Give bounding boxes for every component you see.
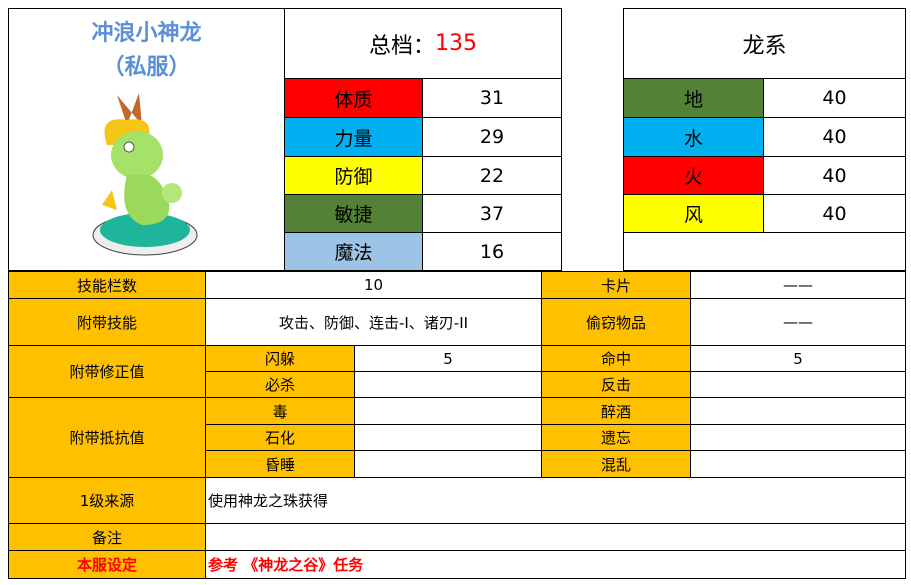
stat-label-2: 防御 bbox=[284, 156, 423, 195]
stat-label-4: 魔法 bbox=[284, 232, 423, 271]
steal-label: 偷窃物品 bbox=[541, 298, 691, 346]
dragon-image bbox=[92, 93, 197, 256]
modifier-label: 命中 bbox=[541, 345, 691, 372]
resist-item-value bbox=[354, 397, 542, 425]
resist-label: 附带抵抗值 bbox=[8, 397, 206, 478]
pet-portrait-cell: 冲浪小神龙 （私服） bbox=[8, 8, 285, 271]
skill-slots-label: 技能栏数 bbox=[8, 271, 206, 299]
source-label: 1级来源 bbox=[8, 477, 206, 524]
resist-item-label: 昏睡 bbox=[205, 450, 355, 478]
stat-value-0: 31 bbox=[422, 78, 562, 118]
server-setting-label: 本服设定 bbox=[8, 550, 206, 579]
note-value bbox=[205, 523, 906, 551]
resist-item-label: 毒 bbox=[205, 397, 355, 425]
modifier-label: 闪躲 bbox=[205, 345, 355, 372]
element-label-0: 地 bbox=[623, 78, 764, 118]
element-label-2: 火 bbox=[623, 156, 764, 195]
modifier-value bbox=[690, 371, 906, 398]
element-value-0: 40 bbox=[763, 78, 906, 118]
modifier-value: 5 bbox=[690, 345, 906, 372]
stat-label-3: 敏捷 bbox=[284, 194, 423, 233]
resist-item-label: 遗忘 bbox=[541, 424, 691, 451]
modifier-value bbox=[354, 371, 542, 398]
skill-slots-value: 10 bbox=[205, 271, 542, 299]
stat-label-1: 力量 bbox=[284, 117, 423, 157]
modifier-label: 反击 bbox=[541, 371, 691, 398]
steal-value: —— bbox=[690, 298, 906, 346]
card-value: —— bbox=[690, 271, 906, 299]
stat-value-1: 29 bbox=[422, 117, 562, 157]
modifiers-label: 附带修正值 bbox=[8, 345, 206, 398]
stat-label-0: 体质 bbox=[284, 78, 423, 118]
source-value: 使用神龙之珠获得 bbox=[205, 477, 906, 524]
element-label-3: 风 bbox=[623, 194, 764, 233]
modifier-value: 5 bbox=[354, 345, 542, 372]
resist-item-value bbox=[354, 450, 542, 478]
total-value: 135 bbox=[435, 31, 477, 56]
resist-item-value bbox=[354, 424, 542, 451]
total-label: 总档： bbox=[368, 33, 435, 59]
stat-value-2: 22 bbox=[422, 156, 562, 195]
resist-item-value bbox=[690, 424, 906, 451]
skills-label: 附带技能 bbox=[8, 298, 206, 346]
skills-value: 攻击、防御、连击-I、诸刃-II bbox=[205, 298, 542, 346]
element-title: 龙系 bbox=[742, 33, 787, 59]
element-value-2: 40 bbox=[763, 156, 906, 195]
element-label-1: 水 bbox=[623, 117, 764, 157]
server-setting-value: 参考 《神龙之谷》任务 bbox=[205, 550, 906, 579]
resist-item-label: 石化 bbox=[205, 424, 355, 451]
resist-item-label: 醉酒 bbox=[541, 397, 691, 425]
pet-subtitle: （私服） bbox=[102, 55, 191, 80]
element-value-3: 40 bbox=[763, 194, 906, 233]
stat-value-3: 37 bbox=[422, 194, 562, 233]
element-value-1: 40 bbox=[763, 117, 906, 157]
pet-name: 冲浪小神龙 bbox=[91, 21, 202, 46]
resist-item-label: 混乱 bbox=[541, 450, 691, 478]
element-title-cell: 龙系 bbox=[623, 8, 906, 79]
resist-item-value bbox=[690, 450, 906, 478]
modifier-label: 必杀 bbox=[205, 371, 355, 398]
note-label: 备注 bbox=[8, 523, 206, 551]
element-empty-cell bbox=[623, 232, 906, 271]
stat-value-4: 16 bbox=[422, 232, 562, 271]
card-label: 卡片 bbox=[541, 271, 691, 299]
total-cell: 总档： 135 bbox=[284, 8, 562, 79]
resist-item-value bbox=[690, 397, 906, 425]
